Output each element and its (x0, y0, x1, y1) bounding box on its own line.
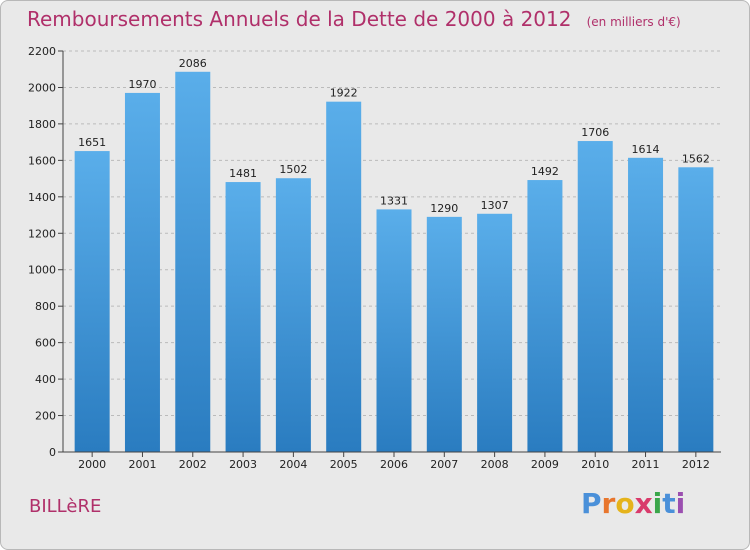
x-tick-label: 2008 (481, 458, 509, 471)
x-tick-label: 2006 (380, 458, 408, 471)
bar-2001 (124, 92, 160, 452)
y-tick-label: 1800 (28, 118, 56, 131)
x-tick-label: 2005 (330, 458, 358, 471)
x-tick-label: 2012 (682, 458, 710, 471)
logo-letter: r (601, 487, 616, 520)
value-label: 1706 (581, 126, 609, 139)
logo-letter: t (662, 487, 676, 520)
bar-2006 (376, 209, 412, 452)
logo-letter: P (581, 487, 602, 520)
logo-letter: x (634, 487, 653, 520)
commune-name: BILLèRE (29, 496, 102, 517)
x-tick-label: 2010 (581, 458, 609, 471)
bar-2009 (527, 180, 563, 453)
bar-2004 (275, 178, 311, 452)
value-label: 1614 (632, 143, 660, 156)
x-tick-label: 2003 (229, 458, 257, 471)
bar-2007 (426, 216, 462, 452)
y-tick-label: 600 (35, 337, 56, 350)
bar-2011 (628, 157, 664, 452)
bar-2010 (577, 141, 613, 452)
title-row: Remboursements Annuels de la Dette de 20… (27, 7, 681, 31)
y-tick-label: 400 (35, 373, 56, 386)
axes: 0 200 400 600 800 1000 1200 1400 1600 1800 2000 220… (28, 45, 721, 471)
y-tick-label: 1400 (28, 191, 56, 204)
x-tick-label: 2009 (531, 458, 559, 471)
chart-subtitle: (en milliers d'€) (586, 15, 681, 29)
logo-letter: i (652, 487, 663, 520)
value-label: 1502 (279, 163, 307, 176)
x-tick-label: 2011 (632, 458, 660, 471)
x-tick-label: 2007 (430, 458, 458, 471)
y-tick-label: 800 (35, 300, 56, 313)
x-tick-label: 2001 (128, 458, 156, 471)
value-label: 1290 (430, 202, 458, 215)
y-tick-label: 2000 (28, 81, 56, 94)
bar-2012 (678, 167, 714, 453)
value-label: 1481 (229, 167, 257, 180)
proxiti-logo[interactable]: Proxiti (581, 487, 685, 520)
logo-letter: o (615, 487, 635, 520)
logo-letter: i (675, 487, 686, 520)
value-label: 1331 (380, 194, 408, 207)
chart-title: Remboursements Annuels de la Dette de 20… (27, 7, 572, 31)
value-label: 1651 (78, 136, 106, 149)
bar-2005 (326, 101, 362, 453)
x-tick-label: 2000 (78, 458, 106, 471)
value-label: 1922 (330, 87, 358, 100)
x-tick-label: 2002 (179, 458, 207, 471)
y-tick-label: 1200 (28, 227, 56, 240)
bar-2003 (225, 182, 261, 453)
bar-2002 (175, 71, 211, 453)
y-tick-label: 2200 (28, 45, 56, 58)
bar-2008 (477, 213, 513, 452)
value-label: 2086 (179, 57, 207, 70)
bars: 1651 1970 2086 1481 1502 1922 1331 1290 1307 1492… (74, 57, 714, 453)
value-label: 1562 (682, 152, 710, 165)
bar-2000 (74, 151, 110, 452)
value-label: 1307 (481, 199, 509, 212)
x-tick-label: 2004 (279, 458, 307, 471)
value-label: 1492 (531, 165, 559, 178)
y-tick-label: 1600 (28, 154, 56, 167)
y-tick-label: 1000 (28, 264, 56, 277)
y-tick-label: 0 (49, 446, 56, 459)
y-tick-label: 200 (35, 410, 56, 423)
value-label: 1970 (128, 78, 156, 91)
